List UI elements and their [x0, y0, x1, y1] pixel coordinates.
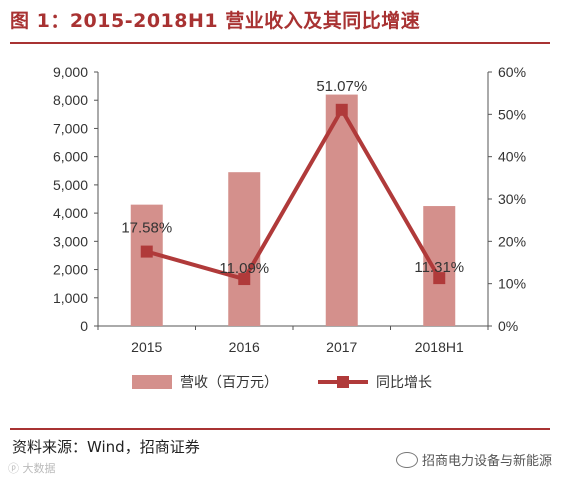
wechat-account-name: 招商电力设备与新能源 [421, 454, 552, 469]
growth-label-2018h1: 11.31% [414, 259, 464, 276]
y-left-tick-label: 9,000 [53, 64, 88, 80]
y-left-tick-label: 7,000 [53, 120, 88, 136]
x-tick-label: 2017 [326, 339, 357, 355]
growth-marker-2016 [238, 273, 251, 286]
bar-2015 [130, 204, 163, 326]
legend-swatch-revenue [132, 375, 172, 389]
legend-label-growth: 同比增长 [376, 375, 432, 391]
y-left-tick-label: 5,000 [53, 177, 88, 193]
chart: 0 1,000 2,000 3,000 4,000 5,000 6,000 7,000 8,00… [53, 64, 526, 391]
y-right-tick-label: 60% [498, 64, 526, 80]
y-right-tick-label: 30% [498, 191, 526, 207]
title-divider [10, 42, 550, 44]
x-tick-label: 2016 [229, 339, 260, 355]
growth-label-2015: 17.58% [121, 220, 172, 237]
growth-label-2017: 51.07% [316, 78, 367, 95]
growth-label-2016: 11.09% [219, 260, 269, 277]
bar-2018h1 [423, 206, 456, 326]
y-right-tick-label: 50% [498, 106, 526, 122]
y-right-tick-label: 0% [498, 318, 518, 334]
footer-divider [10, 428, 550, 430]
growth-marker-2017 [335, 103, 348, 116]
y-right-tick-label: 20% [498, 233, 526, 249]
x-tick-label: 2015 [131, 339, 162, 355]
y-right-tick-label: 40% [498, 149, 526, 165]
y-left-tick-label: 2,000 [53, 262, 88, 278]
legend-label-revenue: 营收（百万元） [180, 375, 278, 391]
growth-marker-2015 [140, 245, 153, 258]
y-right-tick-label: 10% [498, 276, 526, 292]
legend-swatch-growth-marker [337, 376, 349, 388]
y-left-tick-label: 4,000 [53, 205, 88, 221]
source-note: 资料来源：Wind，招商证券 [12, 438, 200, 456]
bar-2016 [228, 172, 261, 326]
y-left-tick-label: 0 [80, 318, 88, 334]
chart-title: 图 1：2015-2018H1 营业收入及其同比增速 [10, 10, 421, 32]
bar-2017 [325, 94, 358, 326]
y-left-tick-label: 6,000 [53, 149, 88, 165]
watermark: ⓟ 大数据 [8, 462, 56, 475]
wechat-account: 招商电力设备与新能源 [395, 450, 552, 469]
x-tick-label: 2018H1 [415, 339, 464, 355]
growth-marker-2018h1 [433, 272, 446, 285]
growth-line [146, 107, 441, 282]
y-left-tick-label: 8,000 [53, 92, 88, 108]
y-left-tick-label: 1,000 [53, 290, 88, 306]
y-left-tick-label: 3,000 [53, 233, 88, 249]
wechat-icon [395, 451, 418, 468]
